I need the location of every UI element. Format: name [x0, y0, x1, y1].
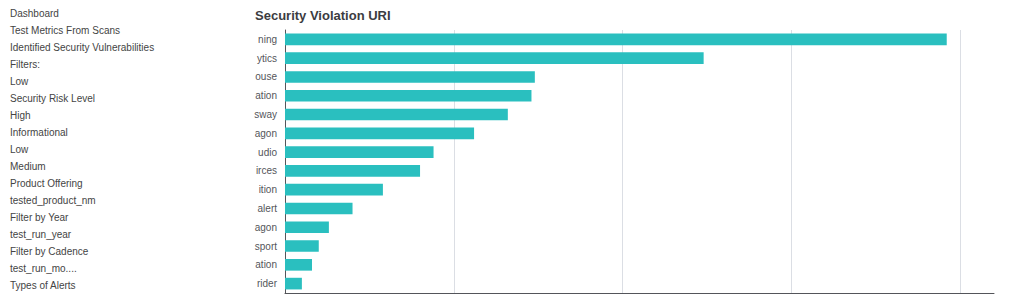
- svg-text:rider: rider: [257, 278, 278, 289]
- svg-text:ning: ning: [258, 34, 277, 45]
- svg-text:alert: alert: [258, 203, 278, 214]
- svg-text:High: High: [10, 110, 31, 121]
- svg-text:tested_product_nm: tested_product_nm: [10, 195, 96, 206]
- svg-text:test_run_year: test_run_year: [10, 229, 72, 240]
- svg-text:Identified Security Vulnerabil: Identified Security Vulnerabilities: [10, 42, 154, 53]
- svg-text:Dashboard: Dashboard: [10, 8, 59, 19]
- svg-text:test_run_mo....: test_run_mo....: [10, 263, 77, 274]
- svg-text:agon: agon: [255, 128, 277, 139]
- svg-text:ouse: ouse: [255, 71, 277, 82]
- svg-text:agon: agon: [255, 222, 277, 233]
- svg-text:Low: Low: [10, 144, 29, 155]
- svg-text:ition: ition: [259, 184, 277, 195]
- svg-text:irces: irces: [256, 165, 277, 176]
- svg-text:Security Risk Level: Security Risk Level: [10, 93, 95, 104]
- svg-text:Types of Alerts: Types of Alerts: [10, 280, 76, 291]
- svg-text:ation: ation: [255, 259, 277, 270]
- svg-text:Informational: Informational: [10, 127, 68, 138]
- svg-text:ation: ation: [255, 90, 277, 101]
- svg-text:Filters:: Filters:: [10, 59, 40, 70]
- svg-text:Low: Low: [10, 76, 29, 87]
- svg-text:Test Metrics From Scans: Test Metrics From Scans: [10, 25, 120, 36]
- svg-text:Filter by Year: Filter by Year: [10, 212, 69, 223]
- svg-text:Product Offering: Product Offering: [10, 178, 83, 189]
- svg-text:Security Violation URI: Security Violation URI: [255, 8, 391, 23]
- svg-text:ytics: ytics: [257, 53, 277, 64]
- svg-text:Filter by Cadence: Filter by Cadence: [10, 246, 89, 257]
- svg-text:sway: sway: [254, 109, 277, 120]
- svg-text:Medium: Medium: [10, 161, 46, 172]
- svg-text:udio: udio: [258, 147, 277, 158]
- svg-text:sport: sport: [255, 241, 277, 252]
